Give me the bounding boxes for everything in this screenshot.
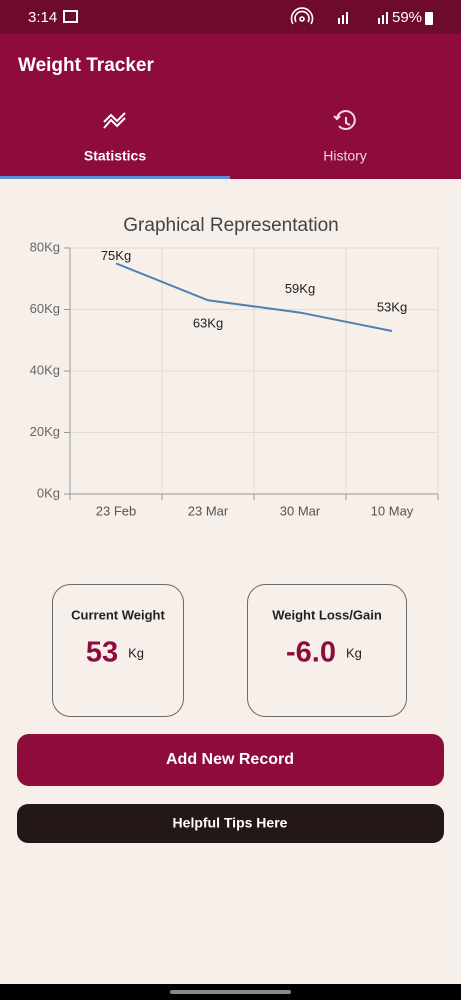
data-label: 75Kg xyxy=(101,248,131,263)
x-tick-label: 10 May xyxy=(371,503,414,518)
card-value: -6.0 xyxy=(286,637,336,669)
data-label: 63Kg xyxy=(193,316,223,331)
y-tick-label: 40Kg xyxy=(30,362,60,377)
button-label[interactable]: Add New Record xyxy=(166,751,294,768)
y-tick-label: 60Kg xyxy=(30,301,60,316)
app-title: Weight Tracker xyxy=(18,55,154,76)
card-value: 53 xyxy=(86,637,118,669)
tab-label[interactable]: Statistics xyxy=(84,148,146,164)
statistics-icon[interactable] xyxy=(103,112,126,129)
y-tick-label: 80Kg xyxy=(30,239,60,254)
home-indicator xyxy=(170,990,291,994)
card-title: Current Weight xyxy=(71,607,165,622)
battery-level: 59% xyxy=(392,9,422,26)
y-tick-label: 20Kg xyxy=(30,424,60,439)
gallery-icon xyxy=(63,10,78,23)
status-time: 3:14 xyxy=(28,9,57,26)
tab-label[interactable]: History xyxy=(323,148,367,164)
button-label[interactable]: Helpful Tips Here xyxy=(173,815,288,831)
app-bar xyxy=(0,34,461,179)
x-tick-label: 23 Mar xyxy=(188,503,229,518)
x-tick-label: 30 Mar xyxy=(280,503,321,518)
tab-indicator xyxy=(0,176,230,179)
y-tick-label: 0Kg xyxy=(37,485,60,500)
weight-change-card xyxy=(247,584,407,717)
battery-icon xyxy=(425,12,433,25)
card-unit: Kg xyxy=(128,645,144,660)
current-weight-card xyxy=(52,584,184,717)
chart: 0Kg 20Kg 40Kg 60Kg 80Kg 23 Feb 23 Mar 30 Mar 10 … xyxy=(30,239,439,518)
data-label: 53Kg xyxy=(377,299,407,314)
hotspot-icon xyxy=(290,7,314,25)
add-record-button[interactable] xyxy=(17,734,444,786)
weight-line xyxy=(115,262,393,333)
card-unit: Kg xyxy=(346,645,362,660)
card-title: Weight Loss/Gain xyxy=(272,607,382,622)
chart-title: Graphical Representation xyxy=(123,215,338,236)
x-tick-label: 23 Feb xyxy=(96,503,136,518)
signal-icons xyxy=(338,12,388,24)
history-icon[interactable] xyxy=(333,110,356,131)
data-label: 59Kg xyxy=(285,281,315,296)
tips-button[interactable] xyxy=(17,804,444,843)
